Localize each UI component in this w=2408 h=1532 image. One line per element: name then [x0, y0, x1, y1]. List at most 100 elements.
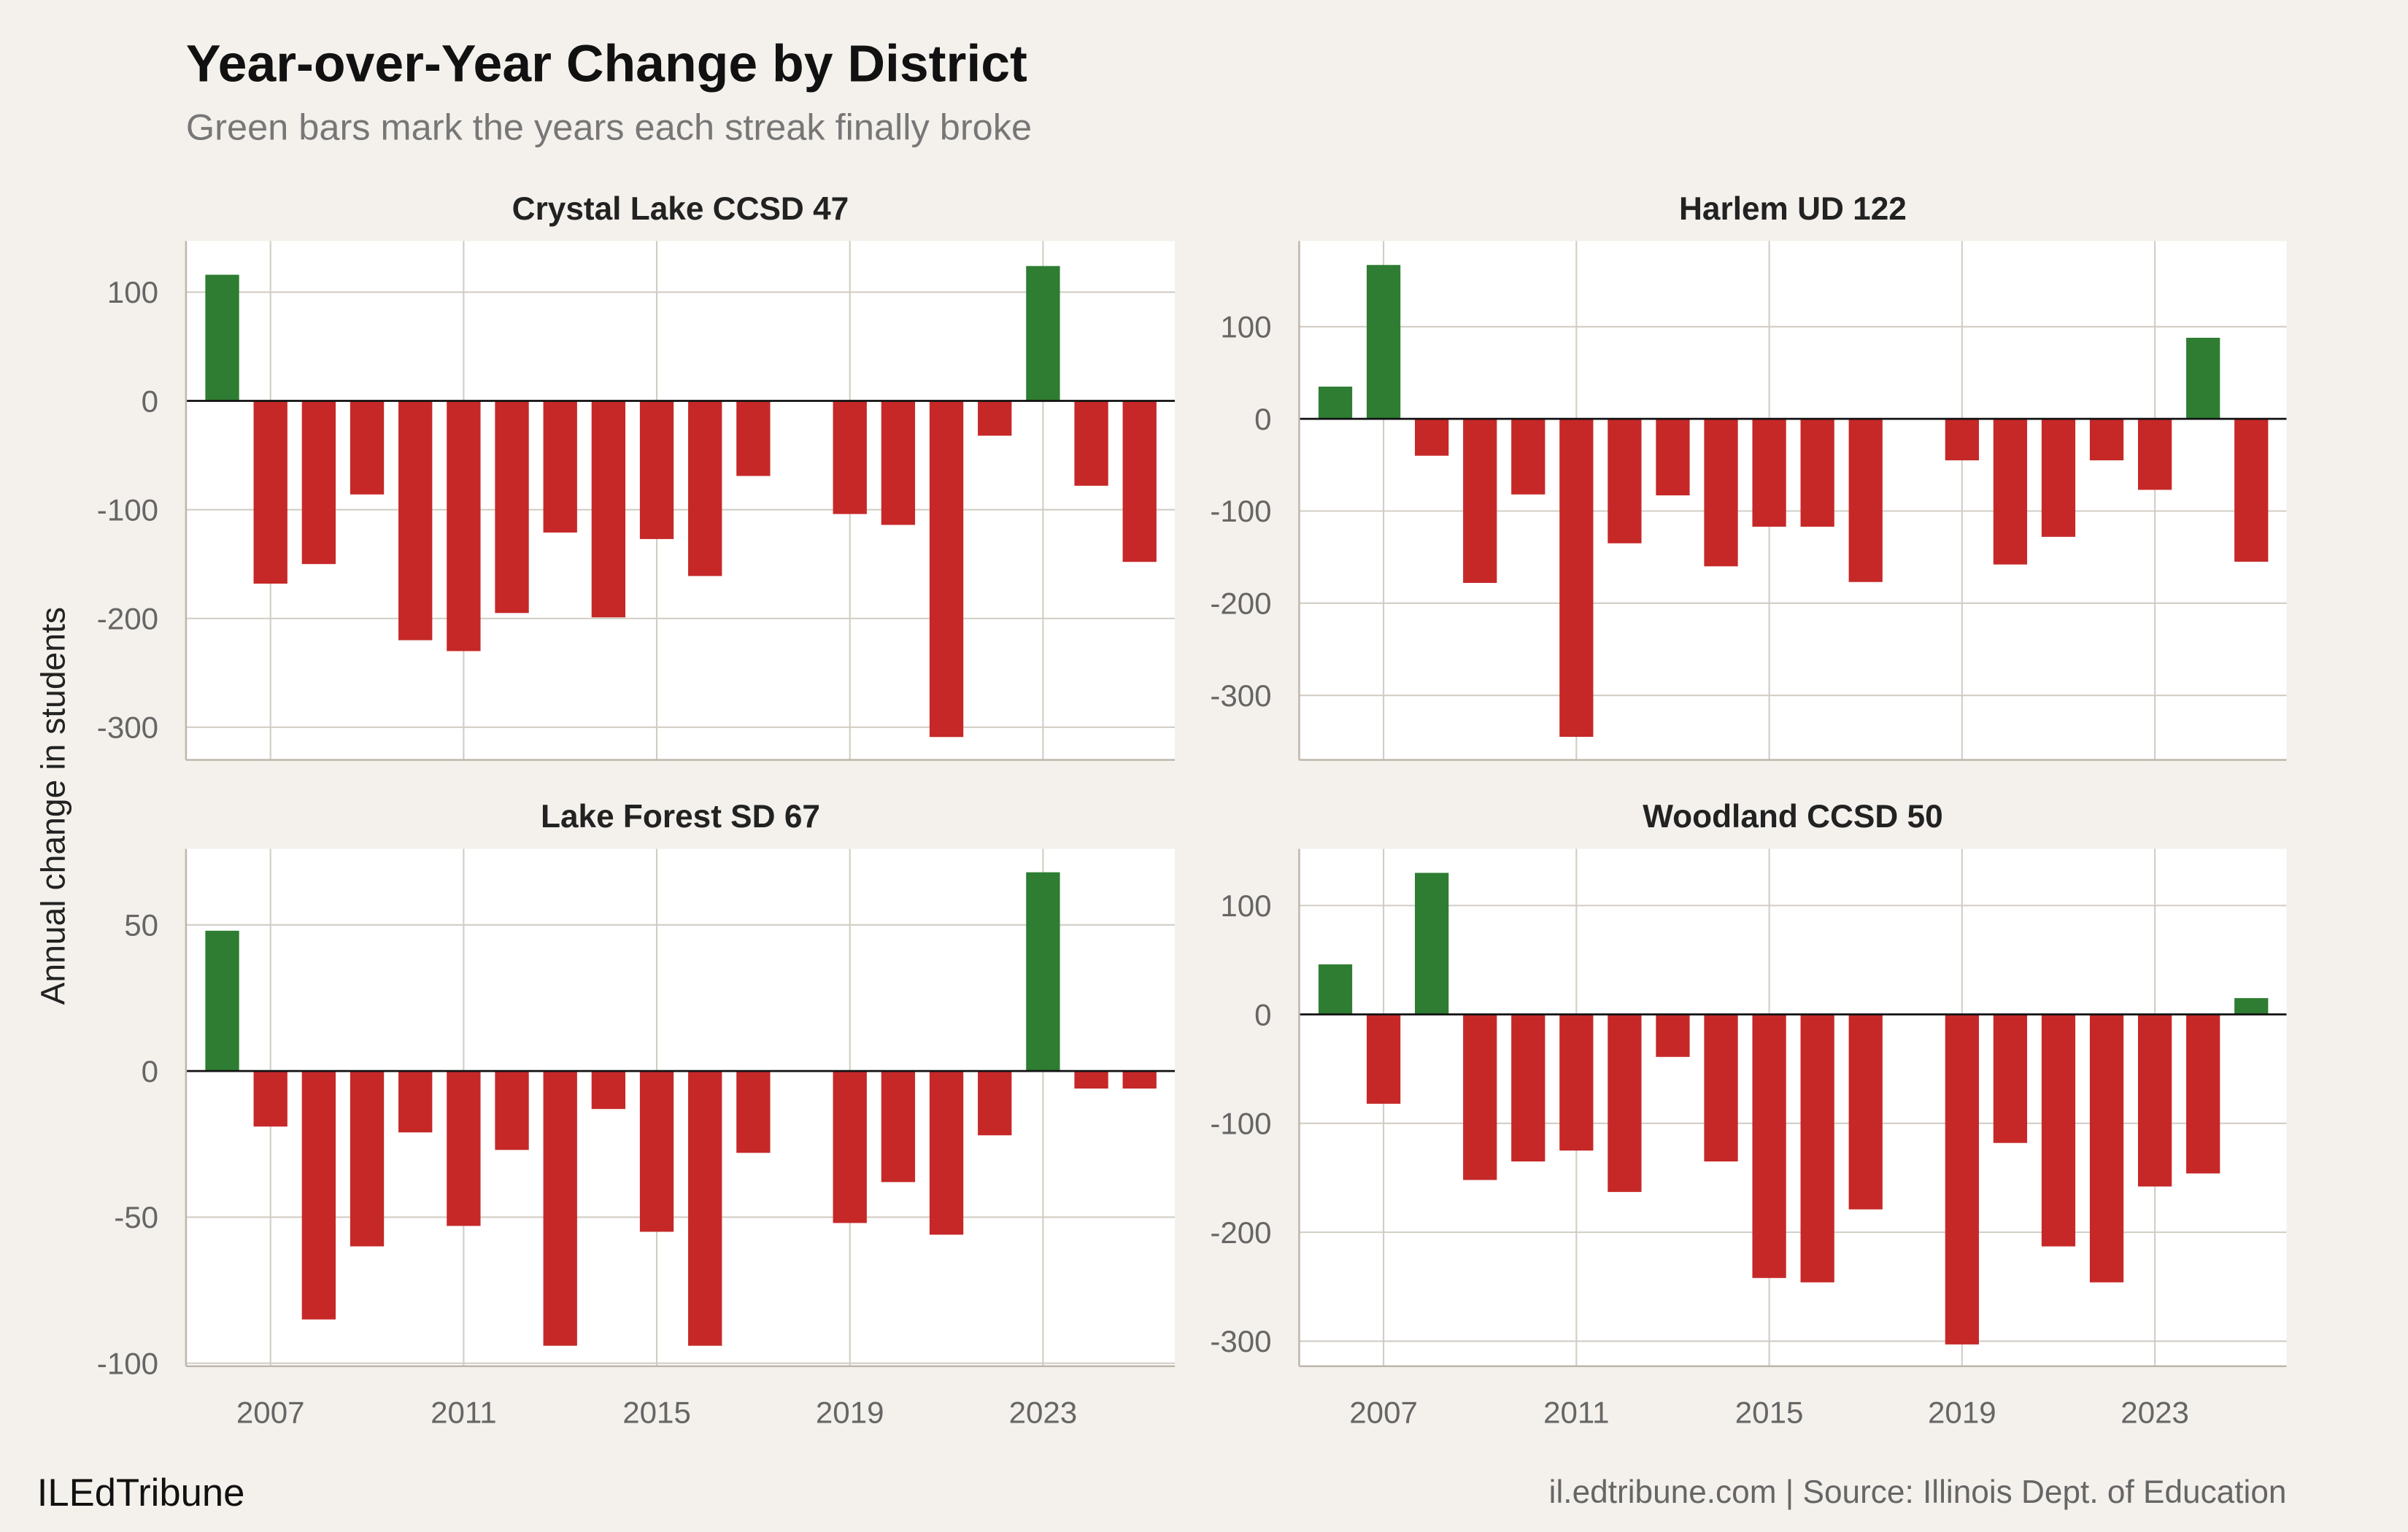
bar-2014 [1704, 1014, 1738, 1162]
y-axis-label: Annual change in students [34, 607, 72, 1005]
y-tick-label: -200 [1210, 1215, 1271, 1250]
bar-2010 [398, 401, 433, 641]
x-tick-label: 2011 [431, 1396, 496, 1430]
panel-1: Crystal Lake CCSD 47 100 0 -100 -200 -300 [97, 191, 1176, 761]
bar-2017 [1848, 419, 1883, 582]
bar-2006 [1318, 386, 1353, 419]
bar-2015 [639, 1071, 674, 1232]
bar-2011 [447, 401, 481, 651]
bar-2015 [1752, 419, 1786, 527]
x-tick-label: 2007 [1349, 1396, 1418, 1430]
y-tick-label: 100 [1220, 310, 1271, 344]
bar-2024 [1074, 1071, 1108, 1089]
bar-2022 [978, 1071, 1012, 1136]
bar-2020 [881, 1071, 916, 1183]
bar-2019 [1945, 419, 1979, 461]
bar-2023 [2137, 419, 2172, 490]
footer-brand: ILEdTribune [37, 1471, 245, 1514]
panel-title: Harlem UD 122 [1679, 191, 1907, 227]
chart-subtitle: Green bars mark the years each streak fi… [186, 106, 1032, 147]
y-tick-label: -100 [97, 1346, 158, 1380]
bar-2017 [1848, 1014, 1883, 1210]
footer-source: il.edtribune.com | Source: Illinois Dept… [1549, 1474, 2287, 1510]
bar-2013 [1656, 1014, 1690, 1057]
bar-2009 [350, 1071, 385, 1247]
bar-2007 [253, 1071, 288, 1127]
y-tick-label: -50 [114, 1200, 158, 1234]
bar-2022 [978, 401, 1012, 436]
bar-2013 [543, 1071, 577, 1346]
y-tick-label: -300 [1210, 678, 1271, 713]
bar-2007 [1366, 1014, 1401, 1104]
bar-2020 [881, 401, 916, 525]
bar-2020 [1993, 1014, 2028, 1143]
bar-2008 [301, 1071, 336, 1320]
chart-title: Year-over-Year Change by District [186, 35, 1027, 93]
panel-3: Lake Forest SD 67 50 0 -50 -100 2007 2011 2015 2… [97, 799, 1176, 1430]
y-tick-label: 0 [1254, 997, 1271, 1032]
x-tick-label: 2019 [1928, 1396, 1996, 1430]
y-tick-label: -100 [1210, 494, 1271, 528]
bar-2012 [1608, 419, 1642, 543]
x-tick-label: 2023 [1009, 1396, 1078, 1430]
y-tick-label: 0 [142, 1054, 158, 1088]
bar-2009 [1463, 419, 1497, 584]
bar-2025 [2234, 419, 2269, 562]
bar-2014 [1704, 419, 1738, 567]
x-tick-label: 2011 [1543, 1396, 1609, 1430]
bar-2011 [1559, 1014, 1594, 1151]
panel-4: Woodland CCSD 50 100 0 -100 -200 -300 2007 2011… [1210, 799, 2287, 1430]
y-tick-label: -200 [97, 601, 158, 635]
bar-2016 [1800, 1014, 1834, 1283]
bar-2010 [1511, 419, 1545, 495]
bar-2021 [929, 1071, 964, 1235]
bar-2014 [591, 1071, 626, 1110]
bar-2023 [2137, 1014, 2172, 1187]
bar-2013 [1656, 419, 1690, 496]
bar-2019 [833, 1071, 867, 1223]
bar-2022 [2089, 419, 2124, 461]
y-tick-label: 100 [1220, 889, 1271, 923]
panel-title: Woodland CCSD 50 [1643, 799, 1942, 835]
panel-title: Lake Forest SD 67 [541, 799, 820, 835]
bar-2008 [1415, 419, 1449, 456]
bar-2017 [736, 1071, 771, 1153]
panel-title: Crystal Lake CCSD 47 [512, 191, 849, 227]
bar-2023 [1026, 266, 1060, 401]
y-tick-label: -300 [97, 711, 158, 745]
bar-2024 [2186, 338, 2220, 419]
bar-2006 [205, 274, 239, 401]
bar-2015 [639, 401, 674, 539]
bar-2012 [495, 401, 529, 614]
bar-2007 [1366, 265, 1401, 419]
bar-2016 [688, 401, 722, 576]
bar-2015 [1752, 1014, 1786, 1278]
bar-2017 [736, 401, 771, 476]
bar-2025 [1122, 1071, 1157, 1089]
plot-area [185, 241, 1176, 760]
x-tick-label: 2023 [2120, 1396, 2189, 1430]
y-tick-label: 0 [142, 384, 158, 418]
bar-2007 [253, 401, 288, 584]
bar-2012 [1608, 1014, 1642, 1192]
x-tick-label: 2019 [816, 1396, 884, 1430]
bar-2024 [1074, 401, 1108, 486]
y-tick-label: -100 [97, 492, 158, 527]
y-tick-label: -100 [1210, 1107, 1271, 1141]
bar-2020 [1993, 419, 2028, 565]
bar-2009 [1463, 1014, 1497, 1180]
x-tick-label: 2015 [622, 1396, 691, 1430]
x-tick-label: 2015 [1735, 1396, 1804, 1430]
bar-2006 [205, 930, 239, 1072]
y-tick-label: 50 [124, 908, 158, 943]
y-tick-label: -300 [1210, 1324, 1271, 1358]
bar-2011 [1559, 419, 1594, 738]
bar-2011 [447, 1071, 481, 1226]
bar-2012 [495, 1071, 529, 1150]
bar-2006 [1318, 964, 1353, 1015]
bar-2010 [398, 1071, 433, 1133]
bar-2023 [1026, 872, 1060, 1072]
x-tick-label: 2007 [236, 1396, 305, 1430]
y-tick-label: 100 [107, 275, 158, 309]
